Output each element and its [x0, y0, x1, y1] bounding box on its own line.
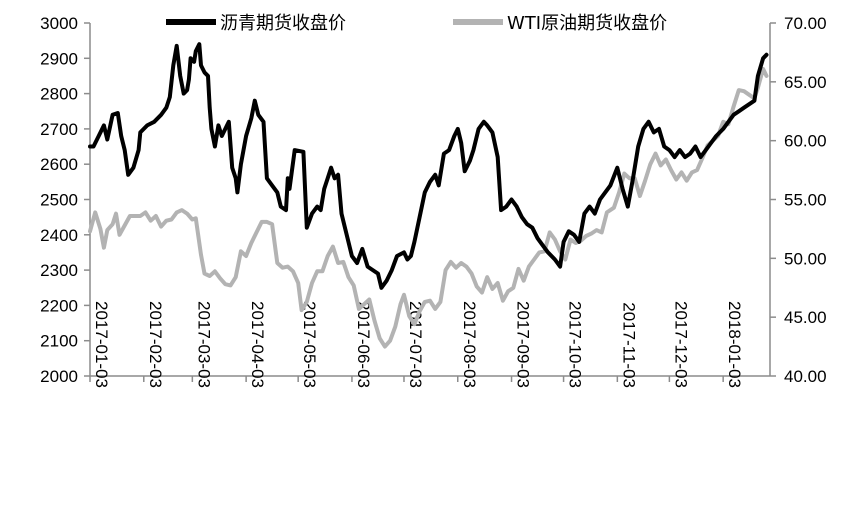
- y-right-tick-label: 45.00: [784, 308, 827, 327]
- y-left-tick-label: 2500: [40, 191, 78, 210]
- series-line-asphalt: [88, 42, 769, 290]
- x-tick-label: 2018-01-03: [725, 301, 744, 388]
- y-left-tick-label: 2800: [40, 85, 78, 104]
- series-line-wti: [88, 66, 769, 349]
- x-tick-label: 2017-02-03: [146, 301, 165, 388]
- y-right-tick-label: 60.00: [784, 132, 827, 151]
- x-tick-label: 2017-09-03: [514, 301, 533, 388]
- series-group: [88, 42, 769, 349]
- y-left-tick-label: 2900: [40, 49, 78, 68]
- legend: 沥青期货收盘价 WTI原油期货收盘价: [166, 13, 667, 34]
- y-left-tick-label: 2200: [40, 296, 78, 315]
- x-tick-label: 2017-07-03: [406, 301, 425, 388]
- x-tick-label: 2017-06-03: [354, 301, 373, 388]
- x-tick-label: 2017-01-03: [92, 301, 111, 388]
- legend-label-asphalt: 沥青期货收盘价: [220, 13, 346, 34]
- y-left-tick-label: 2700: [40, 120, 78, 139]
- y-right-tick-label: 70.00: [784, 14, 827, 33]
- axes: 2000 2100 2200 2300 2400 2500 2600 2700 2800 2900…: [40, 14, 826, 388]
- y-left-tick-label: 2100: [40, 332, 78, 351]
- y-right-tick-label: 50.00: [784, 249, 827, 268]
- y-right-tick-label: 55.00: [784, 191, 827, 210]
- legend-label-wti: WTI原油期货收盘价: [507, 13, 667, 34]
- x-tick-label: 2017-11-03: [619, 302, 638, 388]
- x-tick-label: 2017-03-03: [194, 301, 213, 388]
- y-right-tick-label: 65.00: [784, 73, 827, 92]
- y-left-tick-label: 2400: [40, 226, 78, 245]
- y-left-tick-label: 3000: [40, 14, 78, 33]
- y-left-tick-label: 2000: [40, 367, 78, 386]
- x-tick-label: 2017-05-03: [300, 301, 319, 388]
- y-left-tick-label: 2300: [40, 261, 78, 280]
- y-right-tick-label: 40.00: [784, 367, 827, 386]
- y-left-tick-label: 2600: [40, 155, 78, 174]
- x-tick-label: 2017-08-03: [460, 301, 479, 388]
- x-tick-label: 2017-10-03: [566, 301, 585, 388]
- x-tick-label: 2017-04-03: [248, 301, 267, 388]
- x-tick-label: 2017-12-03: [671, 301, 690, 388]
